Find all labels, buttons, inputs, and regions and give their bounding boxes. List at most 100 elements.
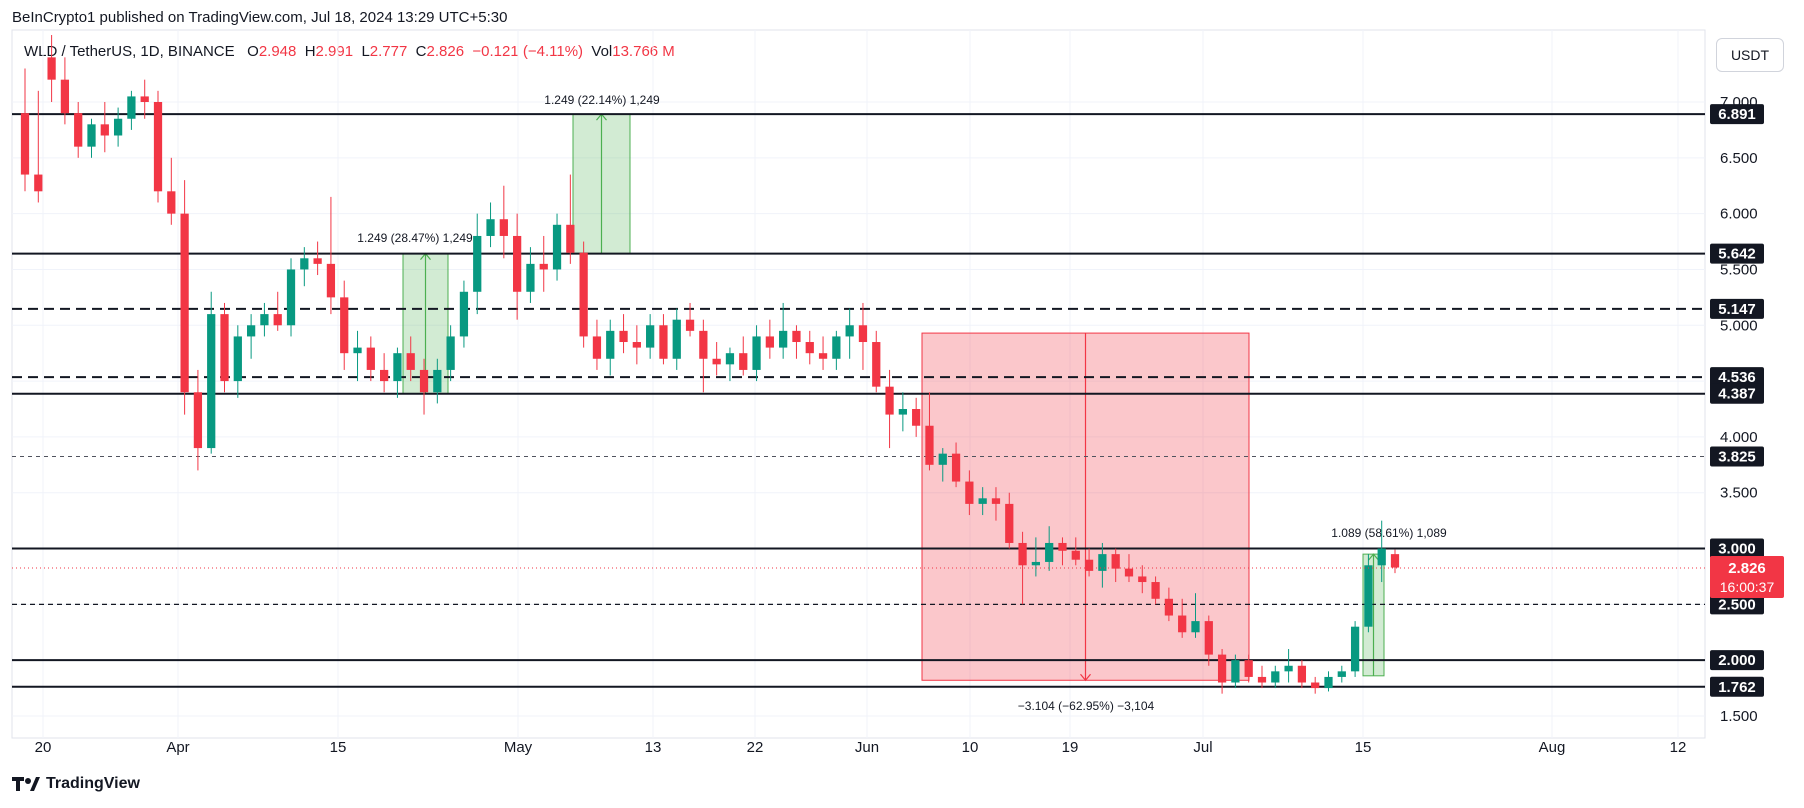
candle-body [153, 102, 163, 192]
candle-body [1031, 561, 1040, 566]
candle-body [419, 369, 429, 393]
x-tick-label: Jun [855, 739, 879, 756]
currency-button[interactable]: USDT [1716, 38, 1784, 72]
candle-body [1191, 621, 1200, 633]
candle-body [60, 79, 70, 114]
change-value: −0.121 (−4.11%) [472, 43, 584, 60]
last-price-badge [1710, 555, 1784, 598]
x-tick-label: 15 [330, 739, 347, 756]
candle-body [34, 174, 43, 192]
candle-body [712, 358, 721, 365]
candle-body [366, 347, 375, 370]
candle-body [685, 319, 695, 331]
candle-body [1045, 542, 1054, 562]
candle-body [845, 325, 854, 337]
candle-body [858, 325, 868, 343]
candle-body [1164, 598, 1174, 616]
price-chart[interactable]: 7.0006.5006.0005.5005.0004.5004.0003.500… [0, 0, 1804, 760]
level-badge [1710, 538, 1764, 559]
y-tick-label: 5.500 [1720, 261, 1758, 278]
candle-body [552, 224, 562, 270]
candle-body [699, 330, 708, 359]
measure-label: 1.249 (22.14%) 1,249 [544, 93, 660, 107]
candle-body [1244, 660, 1253, 677]
candle-body [513, 235, 522, 292]
measure-arrowhead [1080, 673, 1091, 682]
x-tick-label: 15 [1355, 739, 1372, 756]
candle-body [20, 113, 30, 175]
candle-body [433, 369, 442, 393]
last-price-label: 2.826 [1728, 560, 1766, 577]
candle-body [526, 263, 535, 292]
level-badge-label: 2.500 [1718, 596, 1756, 613]
y-tick-label: 4.000 [1720, 429, 1758, 446]
candle-body [1178, 615, 1187, 633]
x-tick-label: Apr [166, 739, 189, 756]
level-badge-label: 5.642 [1718, 246, 1756, 263]
x-tick-label: Aug [1539, 739, 1566, 756]
close-value: 2.826 [426, 43, 465, 60]
candle-body [273, 314, 282, 326]
candle-body [1284, 665, 1293, 672]
candle-body [87, 124, 96, 147]
candle-body [1058, 542, 1067, 551]
footer-brand-name: TradingView [46, 775, 140, 792]
candle-body [991, 498, 1001, 504]
candle-body [938, 453, 947, 465]
candle-body [885, 386, 894, 415]
level-badge [1710, 650, 1764, 671]
candle-body [592, 336, 602, 359]
candle-body [193, 392, 203, 449]
candle-body [1297, 665, 1307, 683]
candle-body [646, 325, 655, 348]
y-tick-label: 3.500 [1720, 485, 1758, 502]
candle-body [672, 319, 681, 359]
candle-body [872, 342, 881, 387]
x-tick-label: Jul [1193, 739, 1212, 756]
candle-body [1084, 559, 1094, 571]
candle-body [220, 314, 229, 382]
candle-body [1324, 676, 1333, 689]
plot-frame [11, 29, 1706, 739]
candle-body [1231, 660, 1240, 683]
candle-body [140, 96, 149, 102]
candle-body [818, 353, 828, 359]
candle-body [1138, 576, 1147, 583]
tradingview-logo-icon [12, 777, 40, 791]
level-badge [1710, 298, 1764, 319]
candle-body [286, 269, 296, 326]
candle-body [127, 96, 136, 119]
level-badge-label: 6.891 [1718, 106, 1756, 123]
close-label: C [415, 43, 427, 60]
candle-body [739, 353, 748, 370]
level-badge-label: 2.000 [1718, 652, 1756, 669]
x-tick-label: 19 [1062, 739, 1079, 756]
low-label: L [361, 43, 370, 60]
candle-body [393, 353, 402, 382]
candle-body [539, 263, 548, 270]
volume-label: Vol [591, 43, 613, 60]
candle-body [1337, 671, 1346, 677]
candle-body [725, 353, 735, 365]
candle-body [832, 336, 841, 359]
open-label: O [247, 43, 259, 60]
candle-body [1005, 503, 1014, 543]
y-tick-label: 6.000 [1720, 206, 1758, 223]
candle-body [300, 258, 309, 270]
candle-body [113, 118, 123, 136]
candle-body [1311, 682, 1320, 689]
candle-body [978, 498, 987, 504]
candle-body [459, 291, 469, 337]
symbol-legend: WLD / TetherUS, 1D, BINANCE O2.948 H2.99… [24, 43, 675, 60]
candle-body [765, 336, 774, 348]
level-badge [1710, 594, 1764, 615]
candle-body [1111, 554, 1120, 569]
candle-body [1098, 554, 1107, 571]
candle-body [1377, 548, 1386, 566]
candle-body [659, 325, 668, 359]
candle-body [380, 369, 389, 382]
candle-body [1071, 550, 1080, 560]
candle-body [1204, 621, 1213, 655]
candle-body [260, 314, 269, 326]
y-tick-label: 6.500 [1720, 150, 1758, 167]
